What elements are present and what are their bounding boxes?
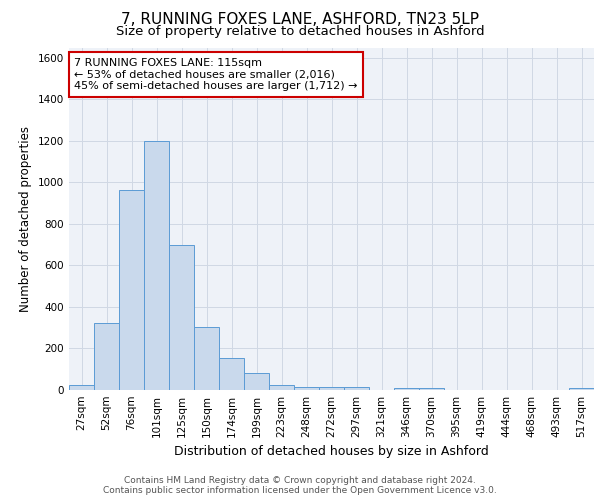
Bar bbox=[569, 388, 594, 390]
Bar bbox=[244, 374, 269, 390]
Bar bbox=[294, 387, 319, 390]
Bar bbox=[94, 322, 119, 390]
Bar bbox=[419, 388, 444, 390]
Bar bbox=[194, 326, 219, 390]
Text: Size of property relative to detached houses in Ashford: Size of property relative to detached ho… bbox=[116, 25, 484, 38]
Bar bbox=[169, 244, 194, 390]
Bar bbox=[319, 387, 344, 390]
Bar bbox=[144, 141, 169, 390]
Text: 7 RUNNING FOXES LANE: 115sqm
← 53% of detached houses are smaller (2,016)
45% of: 7 RUNNING FOXES LANE: 115sqm ← 53% of de… bbox=[74, 58, 358, 91]
Bar bbox=[269, 385, 294, 390]
Bar bbox=[219, 358, 244, 390]
X-axis label: Distribution of detached houses by size in Ashford: Distribution of detached houses by size … bbox=[174, 446, 489, 458]
Text: Contains HM Land Registry data © Crown copyright and database right 2024.
Contai: Contains HM Land Registry data © Crown c… bbox=[103, 476, 497, 495]
Bar bbox=[344, 387, 369, 390]
Bar bbox=[394, 388, 419, 390]
Bar bbox=[119, 190, 144, 390]
Bar bbox=[69, 385, 94, 390]
Y-axis label: Number of detached properties: Number of detached properties bbox=[19, 126, 32, 312]
Text: 7, RUNNING FOXES LANE, ASHFORD, TN23 5LP: 7, RUNNING FOXES LANE, ASHFORD, TN23 5LP bbox=[121, 12, 479, 28]
